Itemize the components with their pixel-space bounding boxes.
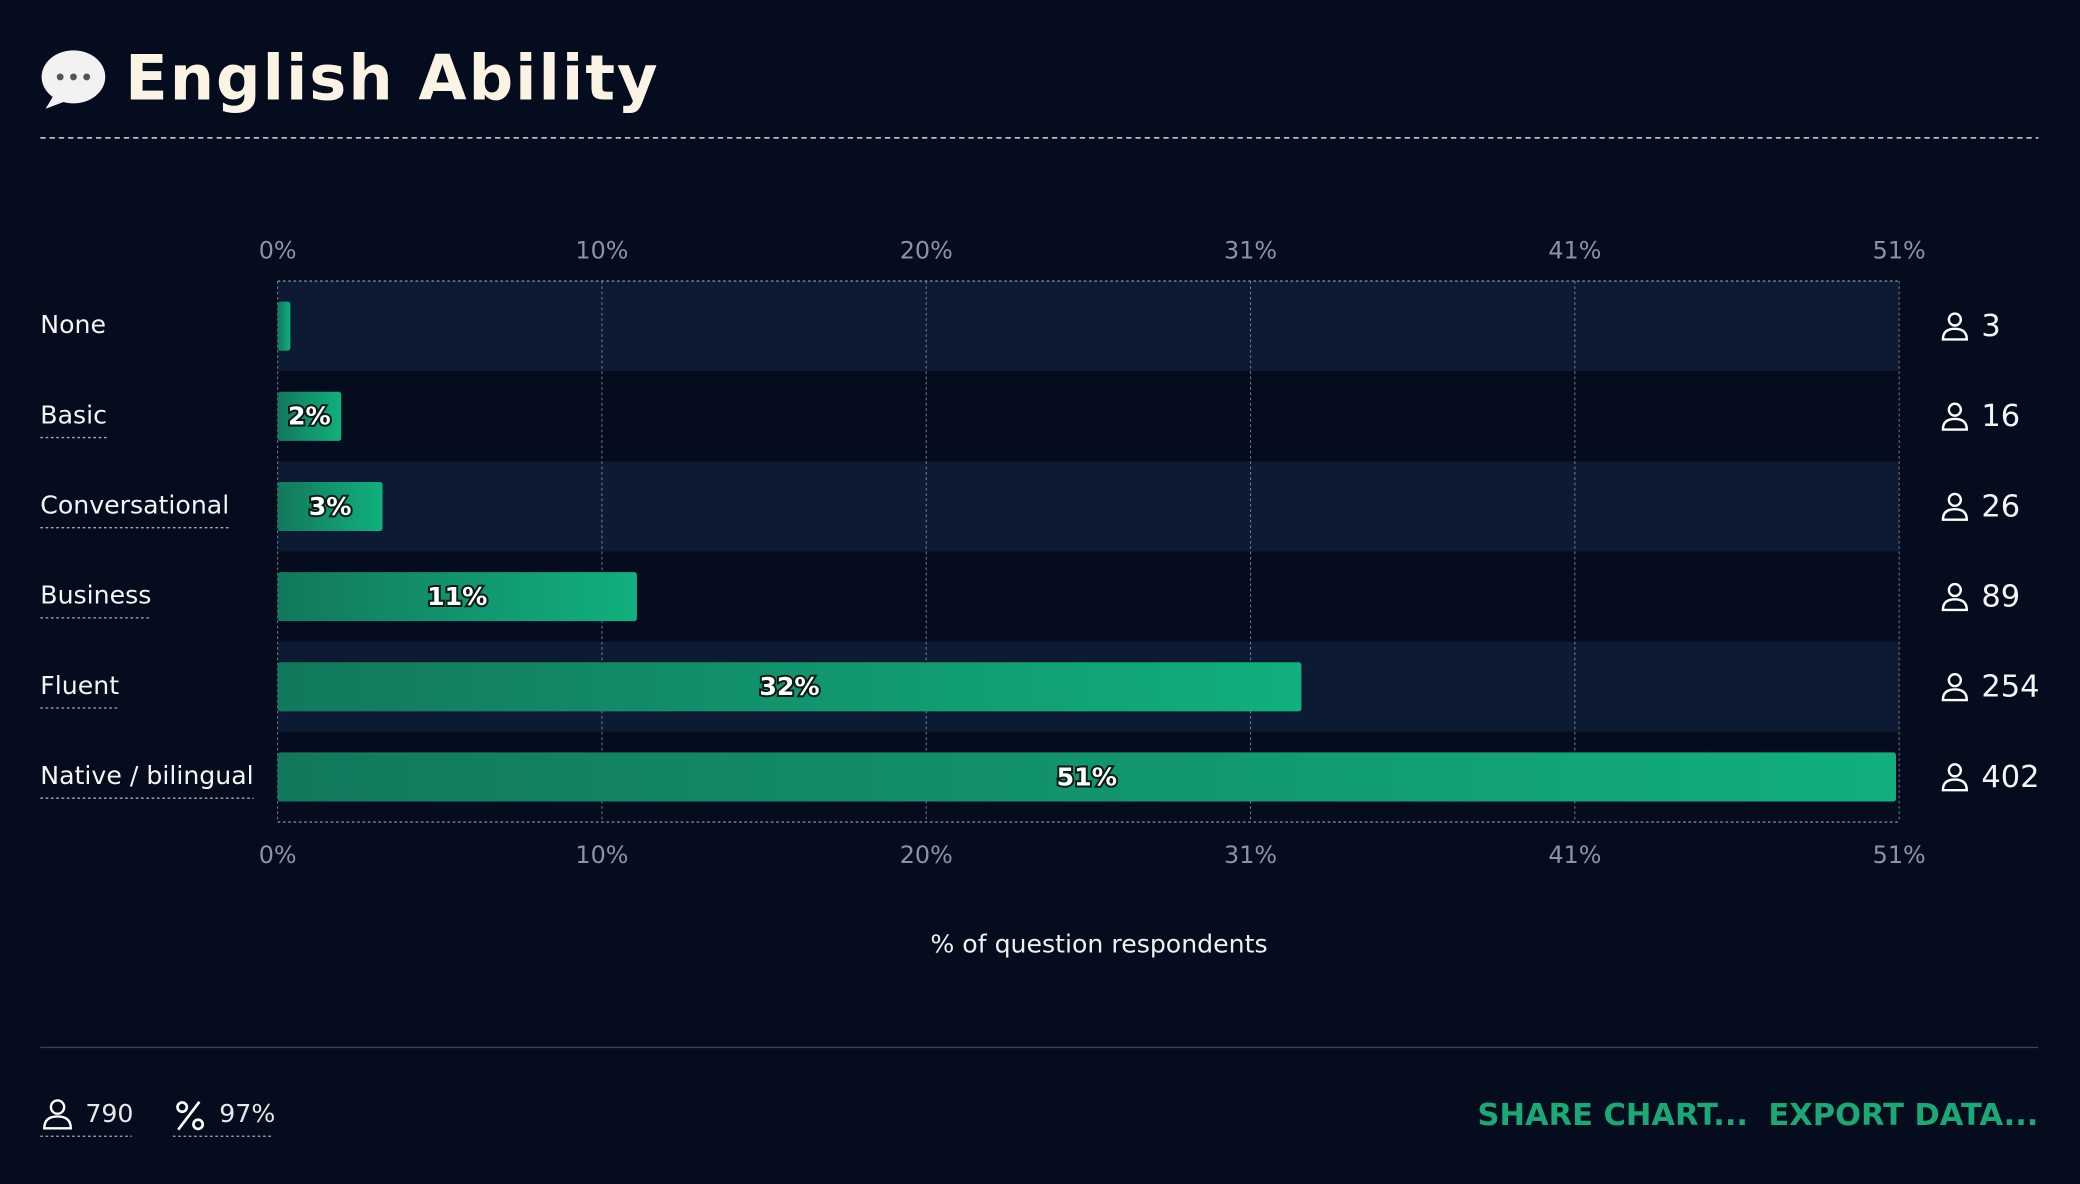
x-tick-label: 0%	[259, 841, 297, 869]
bar	[277, 752, 1896, 802]
title-icon	[41, 50, 106, 109]
icon-body	[1941, 598, 1968, 612]
x-tick-label: 20%	[900, 841, 953, 869]
row-band	[277, 461, 1900, 552]
bar	[277, 662, 1302, 712]
count-icon	[1941, 582, 1968, 612]
value-label: 51%	[1057, 762, 1117, 791]
x-tick-label: 51%	[1873, 236, 1926, 264]
icon-head	[1947, 763, 1963, 778]
value-label: 3%	[309, 492, 352, 521]
category-label: None	[40, 310, 106, 339]
export-button[interactable]: EXPORT DATA...	[1768, 1098, 2038, 1133]
icon-head	[1947, 492, 1963, 508]
x-tick-label: 31%	[1224, 236, 1277, 264]
count-icon	[1941, 312, 1968, 341]
x-tick-label: 20%	[900, 236, 953, 264]
respondents-icon	[43, 1099, 72, 1130]
bar	[277, 391, 342, 441]
x-tick-label: 41%	[1548, 236, 1601, 264]
bar	[277, 572, 637, 622]
x-tick-label: 41%	[1548, 841, 1601, 869]
x-tick-label: 51%	[1873, 841, 1926, 869]
share-button[interactable]: SHARE CHART...	[1478, 1098, 1748, 1133]
count-icon	[1941, 402, 1968, 431]
row-band	[277, 281, 1900, 372]
x-axis-title: % of question respondents	[930, 929, 1267, 958]
icon-body	[1941, 417, 1968, 431]
value-label: 11%	[427, 582, 487, 611]
row-band	[277, 371, 1900, 462]
value-label: 32%	[759, 672, 819, 701]
category-label: Fluent	[40, 671, 119, 700]
x-tick-label: 31%	[1224, 841, 1277, 869]
icon-head	[1947, 312, 1963, 327]
category-label: Basic	[40, 400, 107, 429]
icon-head	[1947, 582, 1963, 598]
icon-body	[1941, 507, 1968, 521]
x-tick-label: 0%	[259, 236, 297, 264]
count: 402	[1981, 760, 2039, 795]
category-label: Business	[40, 581, 151, 610]
bar	[277, 481, 383, 532]
icon-body	[1941, 778, 1968, 792]
category-label: Native / bilingual	[40, 761, 253, 790]
x-tick-label: 10%	[575, 841, 628, 869]
count-icon	[1941, 492, 1968, 521]
count-icon	[1941, 763, 1968, 792]
category-label: Conversational	[40, 490, 229, 519]
icon-body	[1941, 688, 1968, 702]
count: 254	[1981, 670, 2039, 705]
count: 89	[1981, 579, 2020, 614]
title: English Ability	[125, 41, 659, 114]
icon-head	[1947, 402, 1963, 417]
respondents: 790	[85, 1099, 133, 1128]
x-tick-label: 10%	[575, 236, 628, 264]
value-label: 2%	[288, 402, 331, 431]
bar	[277, 301, 291, 351]
icon-head	[1947, 673, 1963, 688]
icon-body	[1941, 327, 1968, 341]
completion: 97%	[219, 1099, 275, 1128]
percent-icon	[176, 1100, 205, 1131]
count: 16	[1981, 399, 2020, 434]
count: 3	[1981, 309, 2000, 344]
count: 26	[1981, 489, 2020, 524]
count-icon	[1941, 673, 1968, 702]
